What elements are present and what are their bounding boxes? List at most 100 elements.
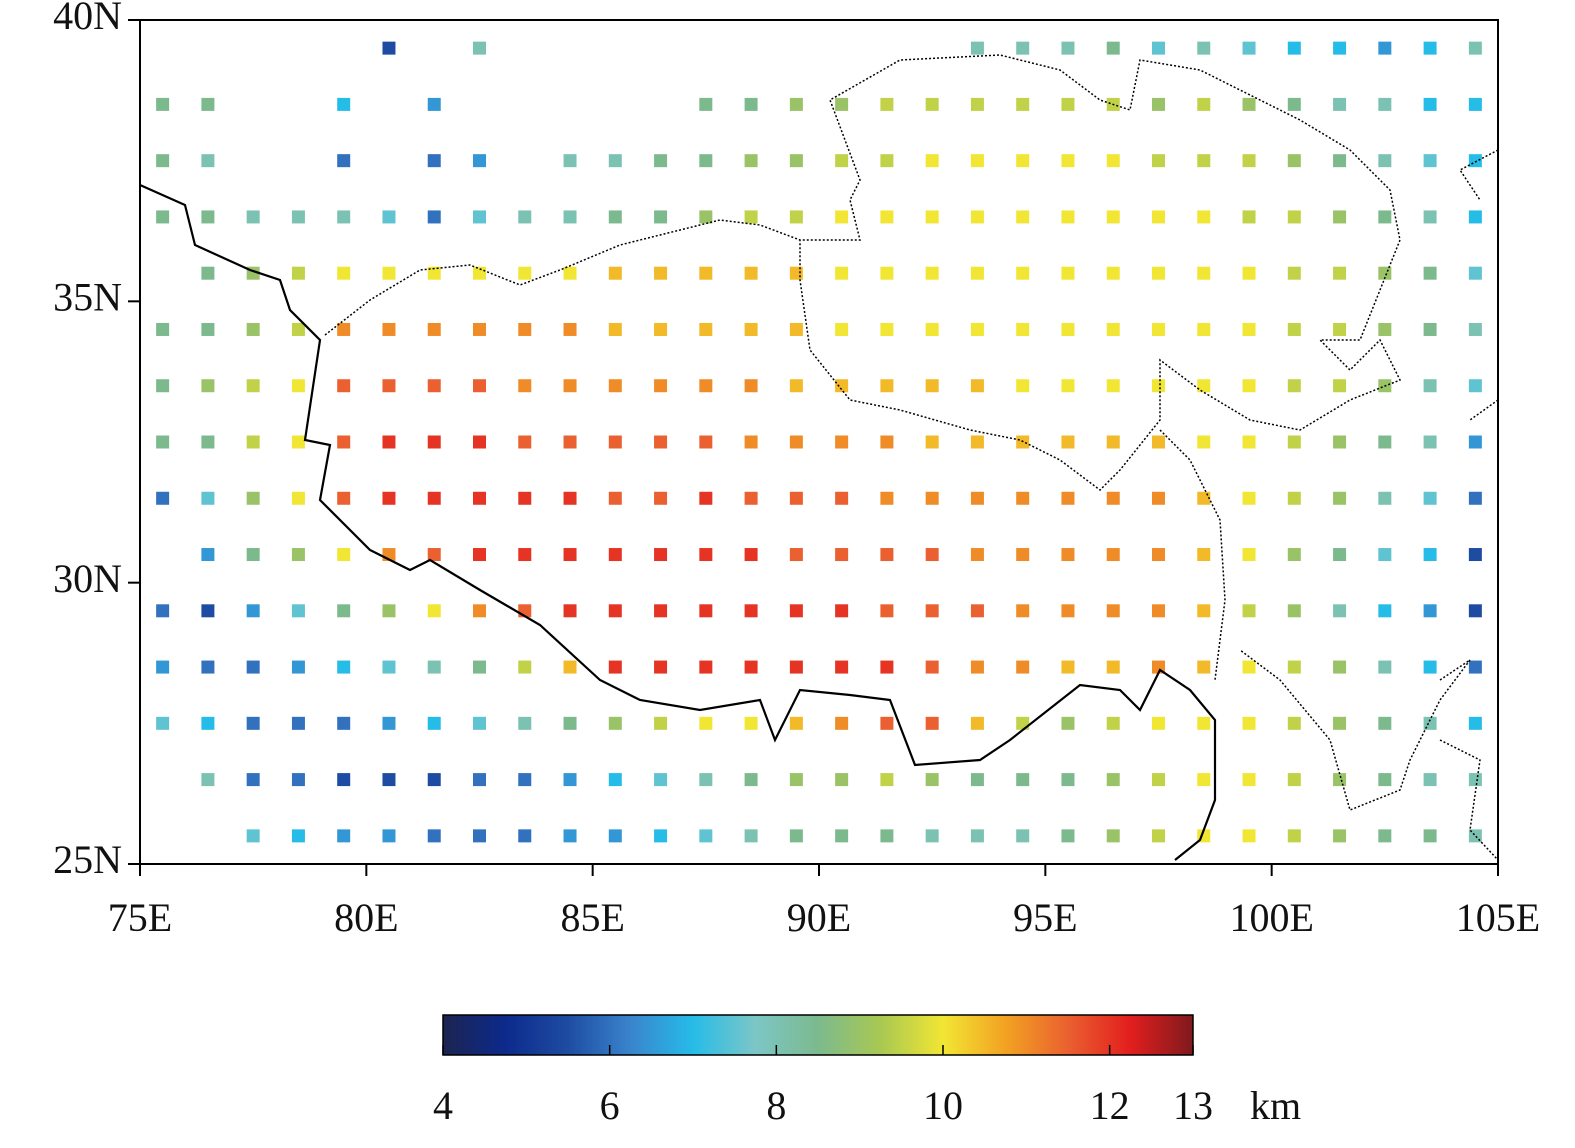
grid-cell: [744, 154, 758, 168]
grid-cell: [427, 97, 441, 111]
grid-cell: [1423, 716, 1437, 730]
grid-cell: [789, 716, 803, 730]
grid-cell: [789, 266, 803, 280]
grid-cell: [789, 660, 803, 674]
grid-cell: [201, 435, 215, 449]
grid-cell: [382, 322, 396, 336]
grid-cell: [789, 491, 803, 505]
grid-cell: [1242, 773, 1256, 787]
grid-cell: [1152, 210, 1165, 224]
grid-cell: [744, 716, 758, 730]
grid-cell: [1152, 548, 1165, 562]
grid-cell: [1242, 266, 1256, 280]
grid-cell: [699, 322, 713, 336]
grid-cell: [246, 773, 260, 787]
grid-cell: [1242, 97, 1256, 111]
grid-cell: [1016, 829, 1030, 843]
grid-cell: [1468, 491, 1482, 505]
grid-cell: [1106, 379, 1120, 393]
grid-cell: [608, 604, 622, 618]
grid-cell: [473, 322, 486, 336]
grid-cell: [473, 548, 486, 562]
grid-cell: [835, 322, 849, 336]
grid-cell: [1287, 716, 1301, 730]
grid-cell: [246, 491, 260, 505]
grid-cell: [1061, 716, 1075, 730]
grid-cell: [156, 660, 170, 674]
grid-cell: [427, 548, 441, 562]
grid-cell: [880, 829, 894, 843]
grid-cell: [880, 716, 894, 730]
grid-cell: [1333, 716, 1347, 730]
grid-cell: [291, 491, 305, 505]
grid-cell: [563, 716, 577, 730]
grid-cell: [337, 97, 351, 111]
grid-cell: [427, 604, 441, 618]
grid-cell: [970, 548, 984, 562]
grid-cell: [654, 210, 668, 224]
grid-cell: [473, 41, 486, 55]
grid-cell: [473, 491, 486, 505]
grid-cell: [608, 210, 622, 224]
grid-cell: [1197, 154, 1211, 168]
grid-cell: [1423, 491, 1437, 505]
grid-cell: [1287, 773, 1301, 787]
grid-cell: [473, 379, 486, 393]
x-tick-label: 75E: [108, 895, 172, 940]
grid-cell: [1423, 97, 1437, 111]
grid-cell: [563, 266, 577, 280]
grid-cell: [1152, 154, 1165, 168]
grid-cell: [744, 266, 758, 280]
grid-cell: [246, 322, 260, 336]
grid-cell: [201, 266, 215, 280]
grid-cell: [1333, 829, 1347, 843]
grid-cell: [382, 604, 396, 618]
grid-cell: [1287, 97, 1301, 111]
grid-cell: [427, 716, 441, 730]
grid-cell: [1468, 154, 1482, 168]
grid-cell: [789, 604, 803, 618]
grid-cell: [156, 154, 170, 168]
grid-cell: [201, 154, 215, 168]
grid-cell: [1197, 322, 1211, 336]
grid-cell: [291, 266, 305, 280]
grid-cell: [337, 491, 351, 505]
grid-cell: [156, 604, 170, 618]
grid-cell: [744, 548, 758, 562]
grid-cell: [880, 266, 894, 280]
grid-cell: [1423, 660, 1437, 674]
colorbar-tick-label: 8: [766, 1083, 786, 1128]
grid-cell: [1468, 322, 1482, 336]
grid-cell: [880, 548, 894, 562]
grid-cell: [699, 829, 713, 843]
grid-cell: [789, 322, 803, 336]
grid-cell: [835, 491, 849, 505]
grid-cell: [1061, 41, 1075, 55]
grid-cell: [1061, 660, 1075, 674]
x-tick-label: 80E: [334, 895, 398, 940]
grid-cell: [563, 829, 577, 843]
grid-cell: [1423, 41, 1437, 55]
grid-cell: [970, 435, 984, 449]
grid-cell: [1242, 716, 1256, 730]
grid-cell: [1333, 210, 1347, 224]
grid-cell: [608, 660, 622, 674]
grid-cell: [1106, 210, 1120, 224]
grid-cell: [608, 154, 622, 168]
grid-cell: [835, 379, 849, 393]
grid-cell: [382, 41, 396, 55]
grid-cell: [1197, 660, 1211, 674]
grid-cell: [925, 773, 939, 787]
grid-cell: [925, 154, 939, 168]
grid-cell: [518, 379, 532, 393]
grid-cell: [156, 322, 170, 336]
grid-cell: [563, 210, 577, 224]
grid-cell: [699, 491, 713, 505]
grid-cell: [1152, 604, 1165, 618]
grid-cell: [880, 154, 894, 168]
grid-cell: [1061, 435, 1075, 449]
grid-cell: [1287, 491, 1301, 505]
grid-cell: [1061, 604, 1075, 618]
grid-cell: [1106, 322, 1120, 336]
